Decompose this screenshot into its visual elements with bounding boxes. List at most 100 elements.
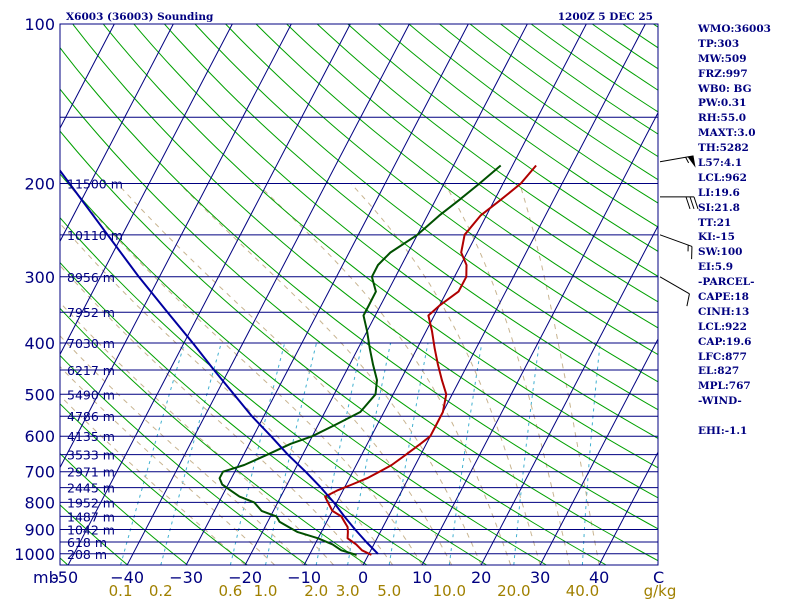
temperature-tick-label: 40: [589, 568, 609, 587]
dry-adiabat: [60, 217, 487, 565]
moist-adiabat: [60, 394, 246, 565]
dry-adiabat: [72, 24, 658, 499]
dry-adiabat: [60, 403, 248, 565]
wind-barb-flag: [685, 196, 691, 210]
index-item: LFC:877: [698, 350, 747, 363]
wind-barb-flag: [686, 293, 690, 307]
height-label: 7952 m: [67, 305, 115, 320]
pressure-tick-label: 700: [24, 463, 55, 482]
wind-barb-shaft: [659, 276, 690, 295]
pressure-tick-label: 1000: [14, 545, 55, 564]
height-label: 11500 m: [67, 176, 123, 191]
pressure-unit-label: mb: [33, 568, 59, 587]
index-item: CAPE:18: [698, 291, 749, 304]
dry-adiabat: [500, 24, 658, 135]
mixing-ratio-label: 40.0: [566, 582, 599, 600]
isotherm-line: [67, 24, 351, 565]
index-item: EI:5.9: [698, 261, 734, 274]
pressure-tick-label: 900: [24, 521, 55, 540]
temperature-tick-label: −30: [169, 568, 203, 587]
pressure-tick-label: 500: [24, 385, 55, 404]
temperature-tick-label: 30: [530, 568, 550, 587]
axis-ticks: 0.1 0.2 0.6 1.0 2.0 3.0 5.0 10.0 20.0 40.0 g/kg100…: [14, 15, 676, 600]
index-item: EL:827: [698, 365, 740, 378]
dry-adiabat: [60, 88, 658, 562]
mixing-ratio-label: 20.0: [497, 582, 530, 600]
temperature-line: [324, 164, 537, 556]
height-label: 4135 m: [67, 429, 115, 444]
isotherm-line: [421, 111, 658, 565]
pressure-tick-label: 400: [24, 334, 55, 353]
dry-adiabat: [133, 24, 658, 439]
temperature-unit-label: C: [653, 568, 664, 587]
wind-barb-pennant: [687, 155, 696, 168]
isotherm-line: [185, 24, 469, 565]
index-item: SW:100: [698, 246, 743, 259]
isotherm-line: [126, 24, 410, 565]
isotherm-line: [303, 24, 587, 565]
mixing-ratio-label: 1.0: [254, 582, 278, 600]
temperature-tick-label: −40: [110, 568, 144, 587]
moist-adiabats: [60, 183, 600, 565]
temperature-tick-label: 0: [358, 568, 368, 587]
dry-adiabat: [60, 46, 658, 530]
pressure-tick-label: 800: [24, 493, 55, 512]
isotherms: [60, 24, 658, 565]
height-label: 4786 m: [67, 409, 115, 424]
mixing-ratio-label: 0.1: [109, 582, 133, 600]
height-label: 8956 m: [67, 270, 115, 285]
height-label: 618 m: [67, 535, 107, 550]
dry-adiabat: [255, 24, 658, 329]
dry-adiabat: [60, 173, 547, 565]
temperature-tick-label: 10: [412, 568, 432, 587]
height-labels: 11500 m 10110 m 8956 m 7952 m 7030 m 6217 m 54…: [67, 176, 123, 561]
dry-adiabat: [439, 24, 658, 181]
plot-frame: [59, 23, 659, 566]
dry-adiabat: [60, 130, 607, 565]
index-item: FRZ:997: [698, 67, 748, 80]
index-item: PW:0.31: [698, 97, 747, 110]
temperature-tick-label: −20: [228, 568, 262, 587]
mixing-ratio-unit: g/kg: [644, 582, 677, 600]
height-label: 10110 m: [67, 228, 123, 243]
dry-adiabat: [316, 24, 658, 277]
wind-barb-flag: [693, 196, 699, 210]
mixing-ratio-label: 5.0: [377, 582, 401, 600]
mixing-ratio-line: [315, 342, 363, 565]
wind-barb-flag: [689, 196, 695, 210]
isotherm-line: [60, 24, 233, 356]
moist-adiabat: [117, 183, 453, 565]
mixing-ratio-label: 2.0: [304, 582, 328, 600]
wind-barb: [659, 234, 693, 260]
index-item: LCL:962: [698, 171, 747, 184]
index-item: LCL:922: [698, 320, 747, 333]
mixing-ratio-label: 0.2: [149, 582, 173, 600]
dry-adiabat: [347, 24, 658, 252]
dry-adiabat: [530, 24, 658, 113]
moist-adiabat: [60, 264, 364, 565]
chart-time: 1200Z 5 DEC 25: [558, 11, 653, 23]
dry-adiabat: [60, 307, 368, 565]
mixing-ratio-line: [513, 342, 540, 565]
index-item: L57:4.1: [698, 157, 743, 170]
index-item: CAP:19.6: [698, 335, 752, 348]
dry-adiabat: [378, 24, 658, 228]
moist-adiabat: [256, 183, 512, 565]
dry-adiabat: [286, 24, 658, 303]
height-label: 1952 m: [67, 495, 115, 510]
isotherm-line: [480, 224, 658, 565]
isotherm-line: [60, 24, 115, 130]
chart-title: X6003 (36003) Sounding: [66, 11, 214, 23]
moist-adiabat: [60, 222, 394, 565]
height-label: 7030 m: [67, 336, 115, 351]
wind-barb-half-flag: [685, 157, 690, 164]
index-item: MAXT:3.0: [698, 127, 756, 140]
temperature-tick-label: -50: [52, 568, 78, 587]
mixing-ratio-line: [388, 342, 429, 565]
isotherm-line: [60, 24, 292, 469]
profile-lines: [60, 164, 537, 556]
height-label: 6217 m: [67, 363, 115, 378]
dry-adiabat: [225, 24, 658, 356]
mixing-ratio-label: 0.6: [219, 582, 243, 600]
index-item: LI:19.6: [698, 186, 740, 199]
